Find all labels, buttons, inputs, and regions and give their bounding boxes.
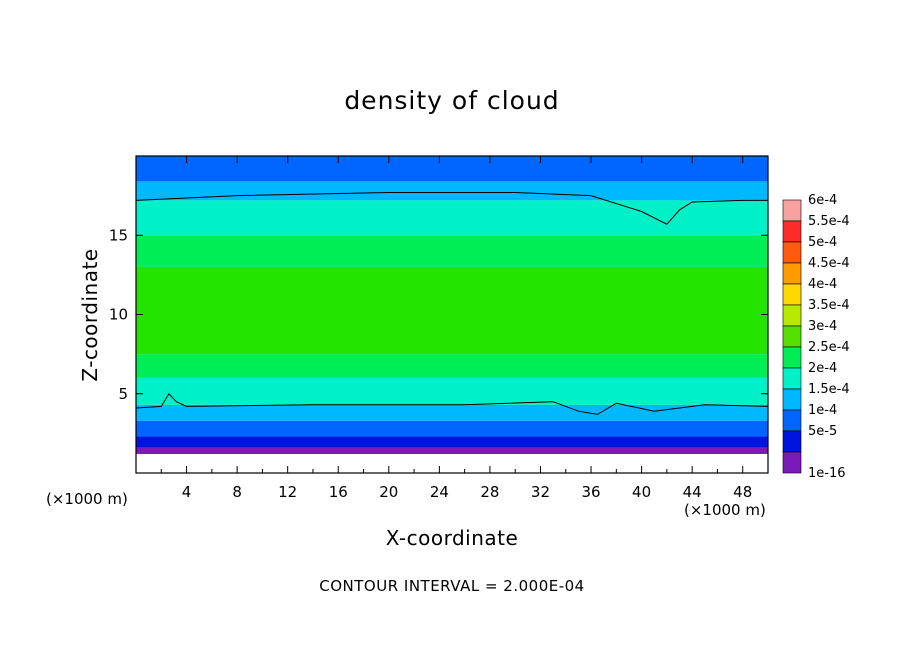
x-tick-label: 44 bbox=[683, 483, 702, 501]
colorbar-swatch bbox=[782, 262, 802, 285]
density-band-2e-4 bbox=[136, 377, 768, 405]
y-axis-label: Z-coordinate bbox=[78, 248, 102, 382]
density-band-2e-4 bbox=[136, 200, 768, 236]
density-band-1e-4 bbox=[136, 156, 768, 182]
contour-2e-4-bottom-line bbox=[136, 392, 768, 415]
x-tick-label: 48 bbox=[733, 483, 752, 501]
colorbar-swatch bbox=[782, 388, 802, 411]
chart-title: density of cloud bbox=[344, 86, 560, 115]
x-tick-label: 16 bbox=[329, 483, 348, 501]
y-tick-label: 15 bbox=[109, 226, 128, 244]
colorbar: 6e-4 5.5e-4 5e-4 4.5e-4 4e-4 3.5e-4 3e-4 2.5e-4… bbox=[782, 193, 850, 481]
colorbar-swatch bbox=[782, 241, 802, 264]
density-band-3e-4 bbox=[136, 266, 768, 355]
x-tick-label: 40 bbox=[632, 483, 651, 501]
colorbar-swatch bbox=[782, 325, 802, 348]
x-axis-ticks: 4 8 12 16 20 24 28 32 36 40 44 48 bbox=[160, 156, 752, 501]
x-tick-label: 28 bbox=[480, 483, 499, 501]
colorbar-swatch bbox=[782, 199, 802, 222]
colorbar-swatch bbox=[782, 304, 802, 327]
colorbar-label: 2.5e-4 bbox=[808, 340, 850, 355]
contour-lines bbox=[136, 192, 768, 415]
contour-interval-note: CONTOUR INTERVAL = 2.000E-04 bbox=[319, 577, 585, 595]
x-unit-label-left: (×1000 m) bbox=[46, 490, 128, 508]
density-band-1e-16 bbox=[136, 447, 768, 454]
colorbar-swatch bbox=[782, 430, 802, 453]
density-band-2.5e-4 bbox=[136, 235, 768, 267]
colorbar-label: 1e-4 bbox=[808, 403, 837, 418]
density-band-5e-5 bbox=[136, 436, 768, 448]
colorbar-swatch bbox=[782, 451, 802, 474]
density-band-1.5e-4 bbox=[136, 181, 768, 201]
colorbar-label: 5e-4 bbox=[808, 235, 837, 250]
colorbar-label: 1e-16 bbox=[808, 466, 846, 481]
colorbar-label: 4e-4 bbox=[808, 277, 837, 292]
colorbar-label: 5.5e-4 bbox=[808, 214, 850, 229]
x-axis-label: X-coordinate bbox=[385, 526, 519, 550]
x-tick-label: 24 bbox=[430, 483, 449, 501]
colorbar-label: 3e-4 bbox=[808, 319, 837, 334]
colorbar-swatch bbox=[782, 346, 802, 369]
x-tick-label: 12 bbox=[278, 483, 297, 501]
density-band-none bbox=[136, 453, 768, 473]
x-tick-label: 4 bbox=[182, 483, 192, 501]
colorbar-label: 2e-4 bbox=[808, 361, 837, 376]
y-tick-label: 5 bbox=[118, 385, 128, 403]
density-band-1e-4 bbox=[136, 420, 768, 437]
colorbar-swatch bbox=[782, 283, 802, 306]
x-unit-label-right: (×1000 m) bbox=[684, 501, 766, 519]
x-tick-label: 20 bbox=[379, 483, 398, 501]
contour-2e-4-top-line bbox=[136, 192, 768, 225]
x-tick-label: 8 bbox=[232, 483, 242, 501]
density-bands bbox=[136, 156, 768, 473]
colorbar-swatch bbox=[782, 409, 802, 432]
colorbar-label: 1.5e-4 bbox=[808, 382, 850, 397]
colorbar-swatch bbox=[782, 220, 802, 243]
colorbar-label: 4.5e-4 bbox=[808, 256, 850, 271]
colorbar-label: 6e-4 bbox=[808, 193, 837, 208]
x-tick-label: 32 bbox=[531, 483, 550, 501]
x-tick-label: 36 bbox=[581, 483, 600, 501]
colorbar-label: 5e-5 bbox=[808, 424, 837, 439]
y-axis-ticks: 5 10 15 bbox=[109, 226, 768, 403]
colorbar-label: 3.5e-4 bbox=[808, 298, 850, 313]
y-tick-label: 10 bbox=[109, 306, 128, 324]
density-band-1.5e-4 bbox=[136, 404, 768, 421]
density-band-2.5e-4 bbox=[136, 354, 768, 378]
colorbar-swatch bbox=[782, 367, 802, 390]
